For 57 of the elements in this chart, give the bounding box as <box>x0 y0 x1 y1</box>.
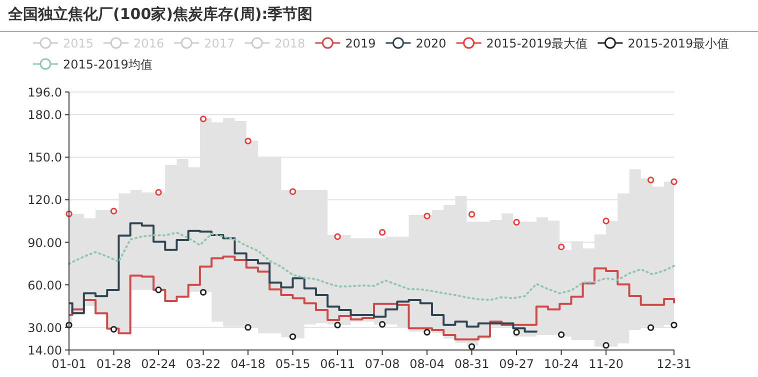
point <box>558 331 565 338</box>
point <box>670 322 678 328</box>
x-tick-label: 07-08 <box>364 357 400 371</box>
legend-label: 2020 <box>416 36 446 50</box>
x-tick-label: 10-24 <box>544 357 579 371</box>
y-tick-label: 30.00 <box>28 320 62 335</box>
point <box>424 328 430 336</box>
point <box>289 333 296 340</box>
y-tick-label: 90.00 <box>28 236 62 250</box>
point <box>513 328 520 336</box>
point <box>334 322 341 328</box>
point <box>244 138 252 144</box>
point <box>244 324 252 331</box>
point <box>155 286 162 294</box>
x-tick-label: 08-04 <box>410 357 444 371</box>
point <box>378 228 386 236</box>
point <box>468 210 476 218</box>
point <box>602 342 610 349</box>
point <box>424 212 430 220</box>
point <box>558 244 565 250</box>
point <box>468 343 476 350</box>
point <box>110 208 118 214</box>
x-tick-label: 08-31 <box>454 357 490 371</box>
y-tick-label: 150.0 <box>28 150 62 165</box>
point <box>513 218 520 226</box>
x-tick-label: 03-22 <box>186 357 221 371</box>
x-tick-label: 05-15 <box>275 357 310 371</box>
point <box>670 178 678 186</box>
y-tick-label: 120.0 <box>28 193 62 208</box>
point <box>200 116 207 122</box>
point <box>602 218 610 224</box>
x-tick-label: 02-24 <box>141 357 176 371</box>
legend-label: 2015-2019均值 <box>63 58 152 72</box>
x-tick-label: 12-31 <box>656 357 692 371</box>
y-tick-label: 180.0 <box>28 108 62 122</box>
x-tick-label: 01-01 <box>52 357 86 371</box>
legend-label: 2015-2019最小值 <box>628 36 730 50</box>
point <box>155 189 162 196</box>
point <box>378 320 386 328</box>
point <box>647 324 654 331</box>
point <box>200 288 207 296</box>
x-tick-label: 11-20 <box>588 357 624 371</box>
point <box>110 326 118 333</box>
point <box>289 188 296 196</box>
x-tick-label: 09-27 <box>499 357 534 371</box>
y-tick-label: 14.00 <box>28 344 62 358</box>
chart-title: 全国独立焦化厂(100家)焦炭库存(周):季节图 <box>7 5 313 23</box>
legend-label: 2015-2019最大值 <box>486 36 588 50</box>
point <box>334 233 341 240</box>
x-tick-label: 06-11 <box>320 357 355 371</box>
point <box>647 176 654 184</box>
y-tick-label: 60.00 <box>28 278 62 292</box>
x-tick-label: 01-28 <box>96 357 132 371</box>
y-tick-label: 196.0 <box>28 86 62 100</box>
line-series <box>68 232 675 301</box>
x-tick-label: 04-18 <box>230 357 266 371</box>
legend-label: 2019 <box>345 36 376 50</box>
